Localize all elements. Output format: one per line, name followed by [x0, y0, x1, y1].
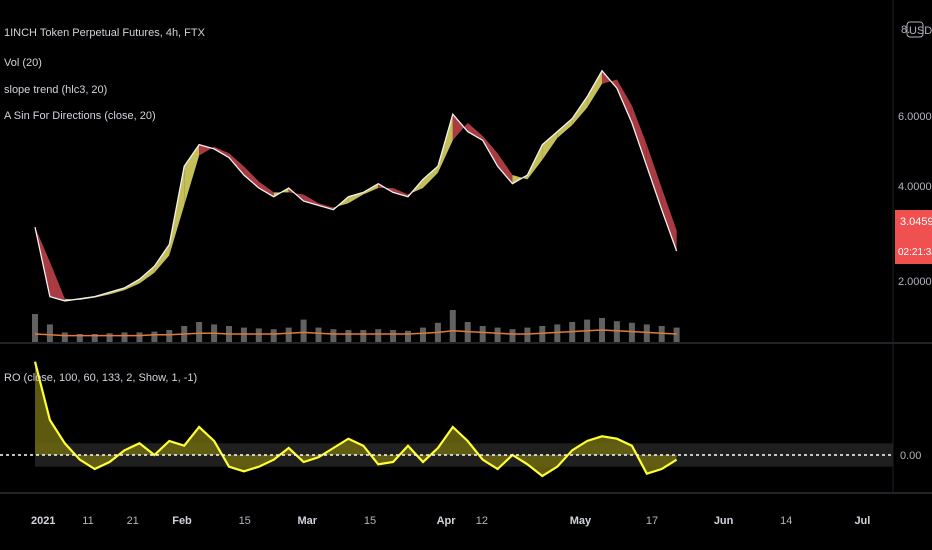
- trend-fill-down: [616, 79, 632, 123]
- trend-fill-up: [348, 192, 364, 204]
- volume-bar: [613, 321, 620, 342]
- volume-bar: [524, 327, 531, 342]
- trend-fill-down: [661, 188, 677, 251]
- volume-bar: [539, 326, 546, 342]
- trend-fill-up: [422, 166, 438, 189]
- volume-bar: [151, 331, 158, 342]
- volume-ma-line: [34, 329, 677, 337]
- volume-bar: [554, 324, 561, 342]
- trend-fill-down: [303, 194, 319, 206]
- time-axis-label: Jul: [854, 515, 870, 527]
- oscillator-legend[interactable]: RO (close, 100, 60, 133, 2, Show, 1, -1): [4, 372, 198, 384]
- time-axis-label: 12: [476, 515, 488, 527]
- volume-bar: [449, 310, 456, 342]
- trend-fill-up: [184, 144, 200, 206]
- trend-fill-up: [557, 118, 573, 139]
- volume-bar: [405, 330, 411, 342]
- currency-label: USD: [909, 25, 932, 37]
- time-axis-label: 15: [364, 515, 376, 527]
- time-axis-label: Mar: [298, 515, 318, 527]
- volume-bar: [360, 330, 367, 342]
- volume-bar: [270, 329, 277, 342]
- trend-fill-up: [542, 131, 558, 160]
- sin-directions-legend[interactable]: A Sin For Directions (close, 20): [4, 110, 156, 122]
- trend-fill-down: [497, 153, 513, 184]
- price-tick-label: 6.0000: [898, 111, 932, 123]
- price-axis-partial-top: 8.: [901, 24, 910, 36]
- trend-fill-up: [154, 244, 170, 273]
- time-axis-label: 17: [646, 515, 658, 527]
- volume-bar: [494, 327, 501, 342]
- oscillator-fill: [35, 361, 677, 476]
- time-axis-label: Jun: [714, 515, 734, 527]
- volume-bar: [46, 324, 53, 342]
- volume-bar: [61, 332, 68, 342]
- price-pane[interactable]: [34, 69, 678, 302]
- volume-bar: [643, 324, 650, 342]
- time-axis-label: 2021: [31, 515, 55, 527]
- volume-bar: [121, 332, 128, 342]
- price-axis-partial-bottom: 2.0000: [898, 276, 932, 288]
- trend-fill-down: [243, 166, 259, 189]
- trend-fill-down: [49, 261, 65, 301]
- volume-bar: [330, 329, 337, 342]
- time-axis-label: 14: [780, 515, 792, 527]
- volume-bar: [91, 334, 98, 342]
- volume-bar: [658, 326, 665, 342]
- time-axis-label: 15: [239, 515, 251, 527]
- volume-bar: [166, 330, 173, 342]
- volume-legend[interactable]: Vol (20): [4, 57, 42, 69]
- time-axis-label: Apr: [437, 515, 457, 527]
- trend-fill-down: [452, 114, 468, 141]
- volume-bar: [628, 322, 635, 342]
- volume-bar: [479, 326, 486, 342]
- trend-fill-down: [393, 188, 409, 197]
- trend-fill-down: [199, 144, 215, 156]
- volume-bar: [32, 314, 38, 342]
- volume-bar: [300, 319, 307, 342]
- volume-bar: [375, 329, 382, 342]
- time-axis-label: May: [570, 515, 592, 527]
- volume-bar: [345, 330, 352, 342]
- main-legend[interactable]: 1INCH Token Perpetual Futures, 4h, FTX: [4, 27, 205, 39]
- volume-bar: [196, 322, 203, 342]
- volume-bar: [76, 334, 83, 342]
- trend-fill-down: [258, 181, 274, 197]
- trend-fill-up: [139, 266, 155, 284]
- volume-bar: [673, 327, 680, 342]
- volume-bar: [285, 327, 292, 342]
- trend-fill-up: [587, 70, 603, 108]
- volume-bar: [315, 327, 322, 342]
- volume-pane: [32, 310, 680, 342]
- volume-bar: [390, 330, 397, 342]
- volume-bar: [509, 329, 516, 342]
- volume-bar: [240, 327, 247, 342]
- oscillator-line[interactable]: [33, 361, 678, 478]
- time-axis-label: Feb: [172, 515, 192, 527]
- volume-bar: [420, 327, 426, 342]
- trend-fill-up: [572, 96, 588, 126]
- time-axis-label: 11: [82, 515, 93, 527]
- currency-badge[interactable]: [906, 21, 924, 38]
- trend-fill-down: [228, 153, 244, 175]
- time-axis[interactable]: 2021 11 21 Feb 15 Mar 15 Apr 12 May 17 Jun 14 Jul: [31, 515, 870, 527]
- last-price-label-bg: [895, 210, 932, 264]
- osc-tick-label: 0.00: [900, 450, 921, 462]
- trend-fill-down: [646, 144, 662, 210]
- candle-countdown: 02:21:34: [898, 247, 932, 258]
- trend-fill-down: [467, 122, 483, 141]
- volume-bar: [106, 333, 113, 342]
- volume-bar: [136, 332, 143, 342]
- slope-trend-legend[interactable]: slope trend (hlc3, 20): [4, 84, 108, 96]
- price-tick-label: 4.0000: [898, 181, 932, 193]
- price-line[interactable]: [34, 69, 678, 302]
- trend-fill-down: [631, 105, 647, 167]
- last-price-label: 3.0459: [900, 216, 932, 228]
- volume-bar: [255, 328, 262, 342]
- time-axis-label: 21: [127, 515, 139, 527]
